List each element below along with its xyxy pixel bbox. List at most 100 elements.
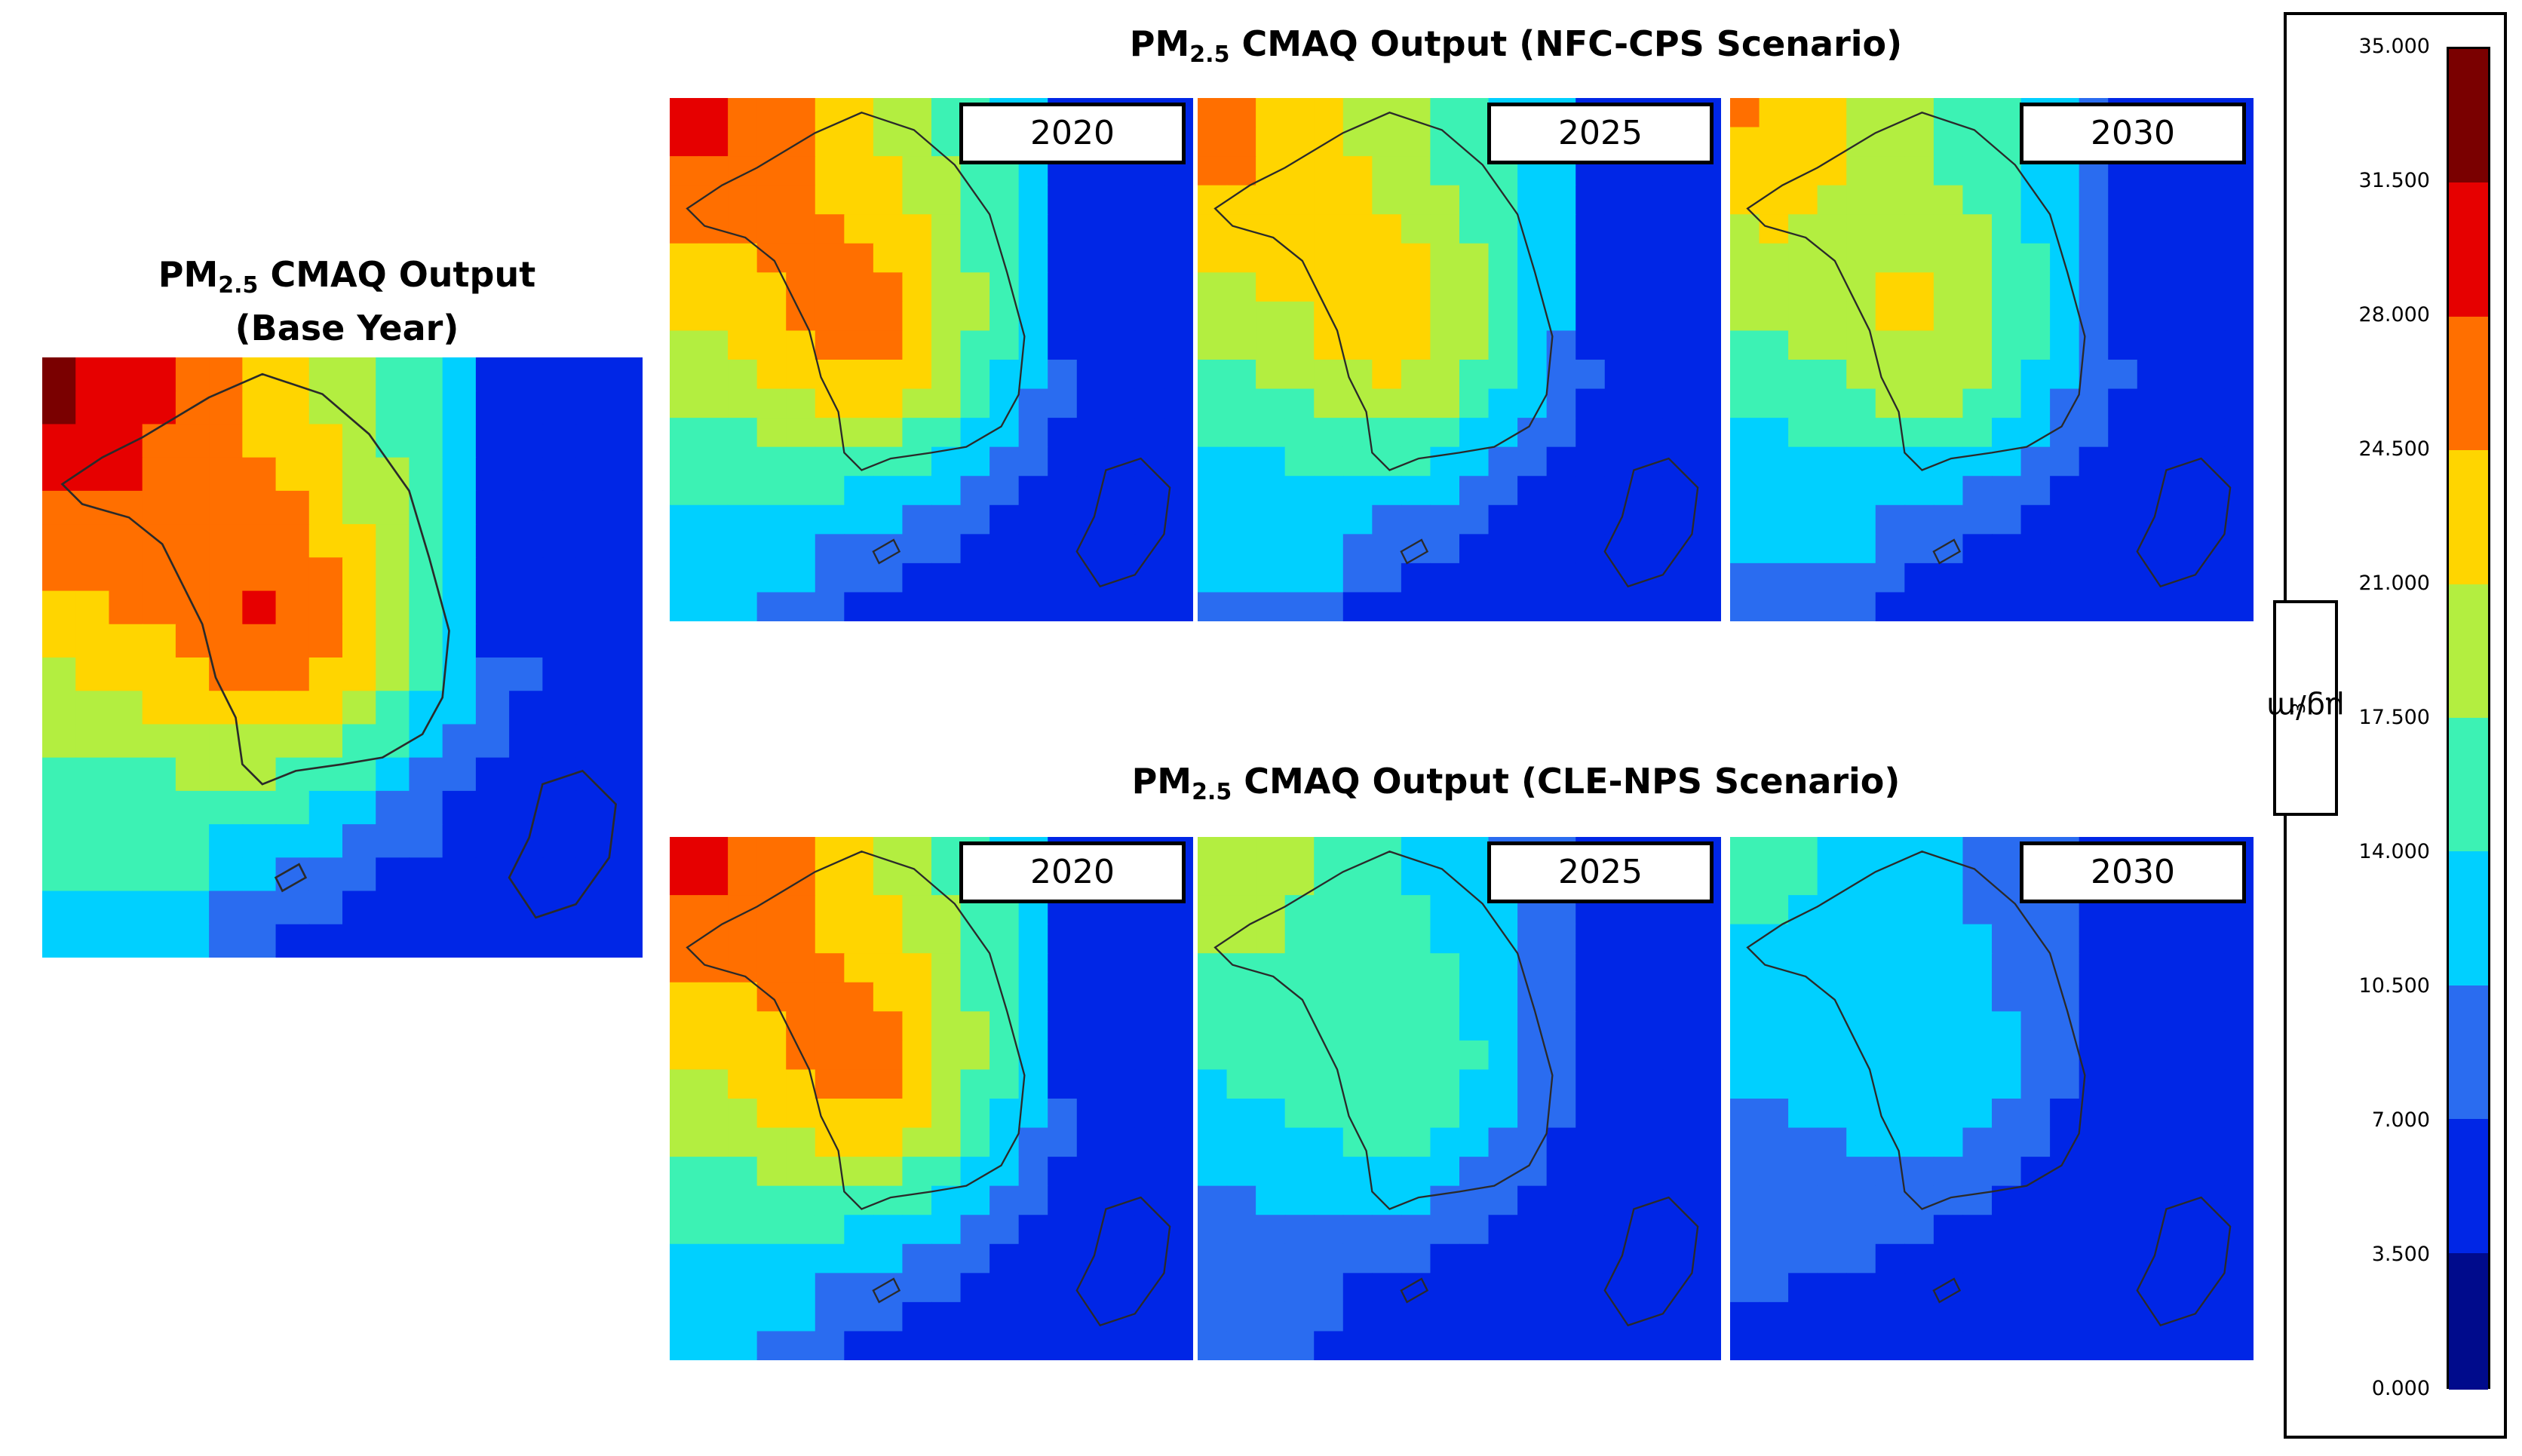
grid-cell bbox=[1546, 1040, 1576, 1071]
grid-cell bbox=[2195, 1127, 2226, 1157]
grid-cell bbox=[1198, 156, 1228, 186]
grid-cell bbox=[142, 424, 176, 458]
grid-cell bbox=[475, 424, 510, 458]
grid-cell bbox=[109, 490, 143, 525]
grid-cell bbox=[275, 457, 310, 492]
grid-cell bbox=[989, 924, 1020, 954]
grid-cell bbox=[1634, 388, 1664, 418]
grid-cell bbox=[1226, 301, 1256, 332]
grid-cell bbox=[1604, 1215, 1635, 1245]
grid-cell bbox=[1634, 1040, 1664, 1071]
grid-cell bbox=[575, 391, 610, 425]
grid-cell bbox=[376, 557, 410, 592]
grid-cell bbox=[109, 657, 143, 692]
grid-cell bbox=[376, 857, 410, 892]
grid-cell bbox=[2079, 272, 2109, 302]
grid-cell bbox=[1256, 243, 1286, 274]
grid-cell bbox=[1488, 534, 1518, 564]
grid-cell bbox=[1342, 982, 1373, 1013]
grid-cell bbox=[2079, 243, 2109, 274]
grid-cell bbox=[1788, 418, 1818, 448]
grid-cell bbox=[242, 924, 277, 958]
grid-cell bbox=[42, 357, 77, 392]
grid-cell bbox=[409, 391, 443, 425]
grid-cell bbox=[376, 824, 410, 859]
grid-cell bbox=[242, 691, 277, 725]
grid-cell bbox=[1788, 953, 1818, 983]
grid-cell bbox=[815, 837, 845, 867]
grid-cell bbox=[1904, 1099, 1934, 1129]
grid-cell bbox=[1342, 953, 1373, 983]
grid-cell bbox=[2050, 534, 2080, 564]
grid-cell bbox=[670, 953, 700, 983]
grid-cell bbox=[2020, 534, 2051, 564]
grid-cell bbox=[1517, 504, 1548, 535]
grid-cell bbox=[815, 895, 845, 925]
grid-cell bbox=[1992, 1127, 2022, 1157]
grid-cell bbox=[1284, 1127, 1315, 1157]
grid-cell bbox=[1314, 214, 1344, 244]
grid-cell bbox=[844, 1273, 874, 1303]
grid-cell bbox=[342, 924, 377, 958]
grid-cell bbox=[1846, 1301, 1876, 1332]
grid-cell bbox=[1430, 272, 1460, 302]
grid-cell bbox=[2224, 924, 2254, 954]
grid-cell bbox=[1226, 127, 1256, 157]
grid-cell bbox=[42, 924, 77, 958]
grid-cell bbox=[1730, 1099, 1760, 1129]
grid-cell bbox=[989, 562, 1020, 593]
grid-cell bbox=[931, 272, 962, 302]
grid-cell bbox=[1226, 1127, 1256, 1157]
grid-cell bbox=[2137, 1215, 2168, 1245]
grid-cell bbox=[786, 1185, 816, 1215]
grid-cell bbox=[1992, 1040, 2022, 1071]
grid-cell bbox=[1546, 1011, 1576, 1041]
grid-cell bbox=[1730, 127, 1760, 157]
grid-cell bbox=[1284, 534, 1315, 564]
grid-cell bbox=[815, 446, 845, 477]
grid-cell bbox=[1817, 98, 1847, 128]
grid-cell bbox=[1904, 185, 1934, 215]
grid-cell bbox=[575, 590, 610, 625]
grid-cell bbox=[1730, 1011, 1760, 1041]
grid-cell bbox=[609, 691, 643, 725]
legend-tick-label: 17.500 bbox=[2358, 706, 2430, 729]
grid-cell bbox=[902, 953, 932, 983]
grid-cell bbox=[175, 357, 210, 392]
grid-cell bbox=[1992, 895, 2022, 925]
grid-cell bbox=[1284, 1243, 1315, 1274]
grid-cell bbox=[960, 562, 990, 593]
grid-cell bbox=[1575, 1127, 1606, 1157]
grid-cell bbox=[75, 590, 110, 625]
grid-cell bbox=[1401, 1157, 1431, 1187]
grid-cell bbox=[902, 1243, 932, 1274]
grid-cell bbox=[1604, 1331, 1635, 1360]
grid-cell bbox=[1401, 127, 1431, 157]
concentration-grid bbox=[670, 837, 1193, 1360]
grid-cell bbox=[1730, 866, 1760, 896]
grid-cell bbox=[1546, 476, 1576, 506]
grid-cell bbox=[2050, 1331, 2080, 1360]
grid-cell bbox=[786, 534, 816, 564]
grid-cell bbox=[1459, 360, 1490, 390]
grid-cell bbox=[1430, 1301, 1460, 1332]
grid-cell bbox=[1730, 446, 1760, 477]
grid-cell bbox=[1933, 982, 1964, 1013]
grid-cell bbox=[1517, 1215, 1548, 1245]
grid-cell bbox=[308, 824, 343, 859]
grid-cell bbox=[2079, 1243, 2109, 1274]
grid-cell bbox=[1401, 1331, 1431, 1360]
grid-cell bbox=[275, 824, 310, 859]
grid-cell bbox=[670, 1215, 700, 1245]
grid-cell bbox=[75, 624, 110, 658]
grid-cell bbox=[1759, 1040, 1789, 1071]
grid-cell bbox=[1284, 127, 1315, 157]
grid-cell bbox=[308, 357, 343, 392]
grid-cell bbox=[1256, 534, 1286, 564]
grid-cell bbox=[1604, 330, 1635, 360]
grid-cell bbox=[844, 272, 874, 302]
grid-cell bbox=[698, 1127, 729, 1157]
grid-cell bbox=[844, 446, 874, 477]
grid-cell bbox=[1164, 924, 1193, 954]
grid-cell bbox=[1904, 592, 1934, 621]
